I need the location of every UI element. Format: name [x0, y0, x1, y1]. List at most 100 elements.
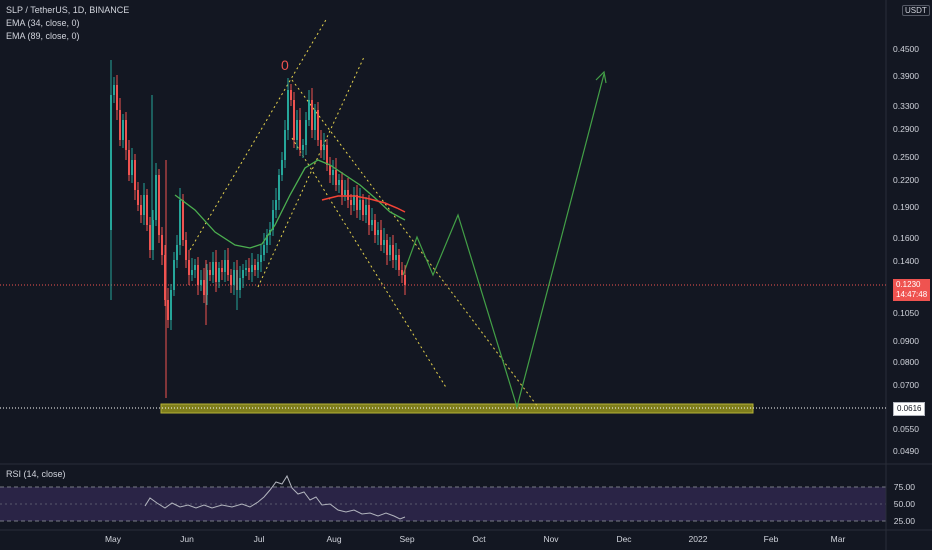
- candle-body: [293, 100, 295, 140]
- candle-body: [164, 255, 166, 300]
- time-axis[interactable]: May Jun Jul Aug Sep Oct Nov Dec 2022 Feb Mar: [105, 534, 846, 544]
- candle-body: [386, 240, 388, 255]
- candle-body: [272, 210, 274, 230]
- candle-body: [125, 120, 127, 150]
- rsi-tick-label: 25.00: [894, 516, 916, 526]
- candle-body: [173, 260, 175, 290]
- candle-body: [146, 195, 148, 225]
- price-tick-label: 0.1400: [893, 256, 919, 266]
- candle-body: [251, 265, 253, 272]
- candle-body: [158, 175, 160, 235]
- candle-body: [302, 145, 304, 150]
- candle-body: [242, 270, 244, 278]
- price-tick-label: 0.0800: [893, 357, 919, 367]
- ema34-legend[interactable]: EMA (34, close, 0): [6, 18, 80, 28]
- candle-body: [248, 268, 250, 272]
- candle-body: [287, 90, 289, 130]
- price-axis[interactable]: 0.4500 0.3900 0.3300 0.2900 0.2500 0.2200 0.19…: [893, 44, 919, 456]
- price-tick-label: 0.2200: [893, 175, 919, 185]
- falling-channel-lower[interactable]: [291, 137, 448, 390]
- candle-body: [128, 150, 130, 175]
- candle-body: [155, 175, 157, 220]
- candle-body: [116, 85, 118, 110]
- candle-countdown: 14:47:48: [896, 290, 928, 299]
- price-tick-label: 0.1900: [893, 202, 919, 212]
- candle-body: [338, 180, 340, 185]
- time-tick-label: Mar: [831, 534, 846, 544]
- price-tick-label: 0.0700: [893, 380, 919, 390]
- candle-body: [212, 262, 214, 275]
- candle-body: [188, 260, 190, 275]
- candle-body: [368, 205, 370, 225]
- candle-body: [383, 240, 385, 245]
- candle-body: [317, 110, 319, 140]
- price-tick-label: 0.1050: [893, 308, 919, 318]
- candle-body: [203, 280, 205, 295]
- ema34-line: [174, 159, 406, 249]
- candle-body: [296, 120, 298, 140]
- candle-body: [209, 270, 211, 275]
- candle-body: [218, 268, 220, 282]
- projection-path[interactable]: [402, 73, 605, 410]
- candle-body: [278, 175, 280, 200]
- candle-body: [230, 275, 232, 285]
- candle-body: [182, 200, 184, 240]
- candle-body: [389, 245, 391, 255]
- candle-body: [122, 120, 124, 140]
- candle-body: [224, 260, 226, 272]
- currency-button[interactable]: USDT: [902, 5, 930, 16]
- ema89-legend[interactable]: EMA (89, close, 0): [6, 31, 80, 41]
- lower-channel-line[interactable]: [257, 56, 365, 288]
- candle-body: [263, 245, 265, 255]
- candle-body: [362, 200, 364, 215]
- candle-body: [281, 160, 283, 175]
- rsi-axis[interactable]: 75.00 50.00 25.00: [894, 482, 916, 526]
- candle-body: [200, 280, 202, 285]
- candle-body: [353, 195, 355, 205]
- falling-channel-upper[interactable]: [291, 79, 539, 408]
- rsi-legend[interactable]: RSI (14, close): [6, 469, 66, 479]
- price-tick-label: 0.0550: [893, 424, 919, 434]
- price-tick-label: 0.2500: [893, 152, 919, 162]
- candle-body: [137, 190, 139, 205]
- rsi-band: [0, 487, 886, 521]
- candle-body: [134, 160, 136, 190]
- candle-body: [329, 165, 331, 175]
- candle-body: [347, 190, 349, 200]
- candle-body: [395, 255, 397, 260]
- rsi-tick-label: 75.00: [894, 482, 916, 492]
- candle-body: [350, 200, 352, 205]
- candle-body: [377, 230, 379, 235]
- candle-body: [215, 262, 217, 282]
- time-tick-label: Feb: [764, 534, 779, 544]
- candle-body: [404, 275, 406, 285]
- candle-body: [398, 255, 400, 270]
- candle-body: [194, 265, 196, 270]
- candle-body: [149, 225, 151, 250]
- candlestick-series: [110, 60, 406, 398]
- candle-body: [170, 290, 172, 320]
- candle-body: [254, 265, 256, 270]
- candle-body: [341, 180, 343, 195]
- projection-arrowhead: [595, 70, 607, 84]
- price-tick-label: 0.0490: [893, 446, 919, 456]
- symbol-legend[interactable]: SLP / TetherUS, 1D, BINANCE: [6, 5, 130, 15]
- time-tick-label: Dec: [616, 534, 632, 544]
- rsi-tick-label: 50.00: [894, 499, 916, 509]
- candle-body: [239, 278, 241, 290]
- candle-body: [131, 160, 133, 175]
- candle-body: [284, 130, 286, 160]
- candle-body: [143, 195, 145, 215]
- candle-body: [257, 262, 259, 270]
- marker-label: 0: [281, 57, 289, 73]
- price-tick-label: 0.1600: [893, 233, 919, 243]
- candle-body: [161, 235, 163, 255]
- candle-body: [206, 270, 208, 295]
- time-tick-label: May: [105, 534, 122, 544]
- candle-body: [290, 90, 292, 100]
- candle-body: [140, 205, 142, 215]
- candle-body: [233, 270, 235, 285]
- candle-body: [344, 190, 346, 195]
- candle-body: [197, 265, 199, 285]
